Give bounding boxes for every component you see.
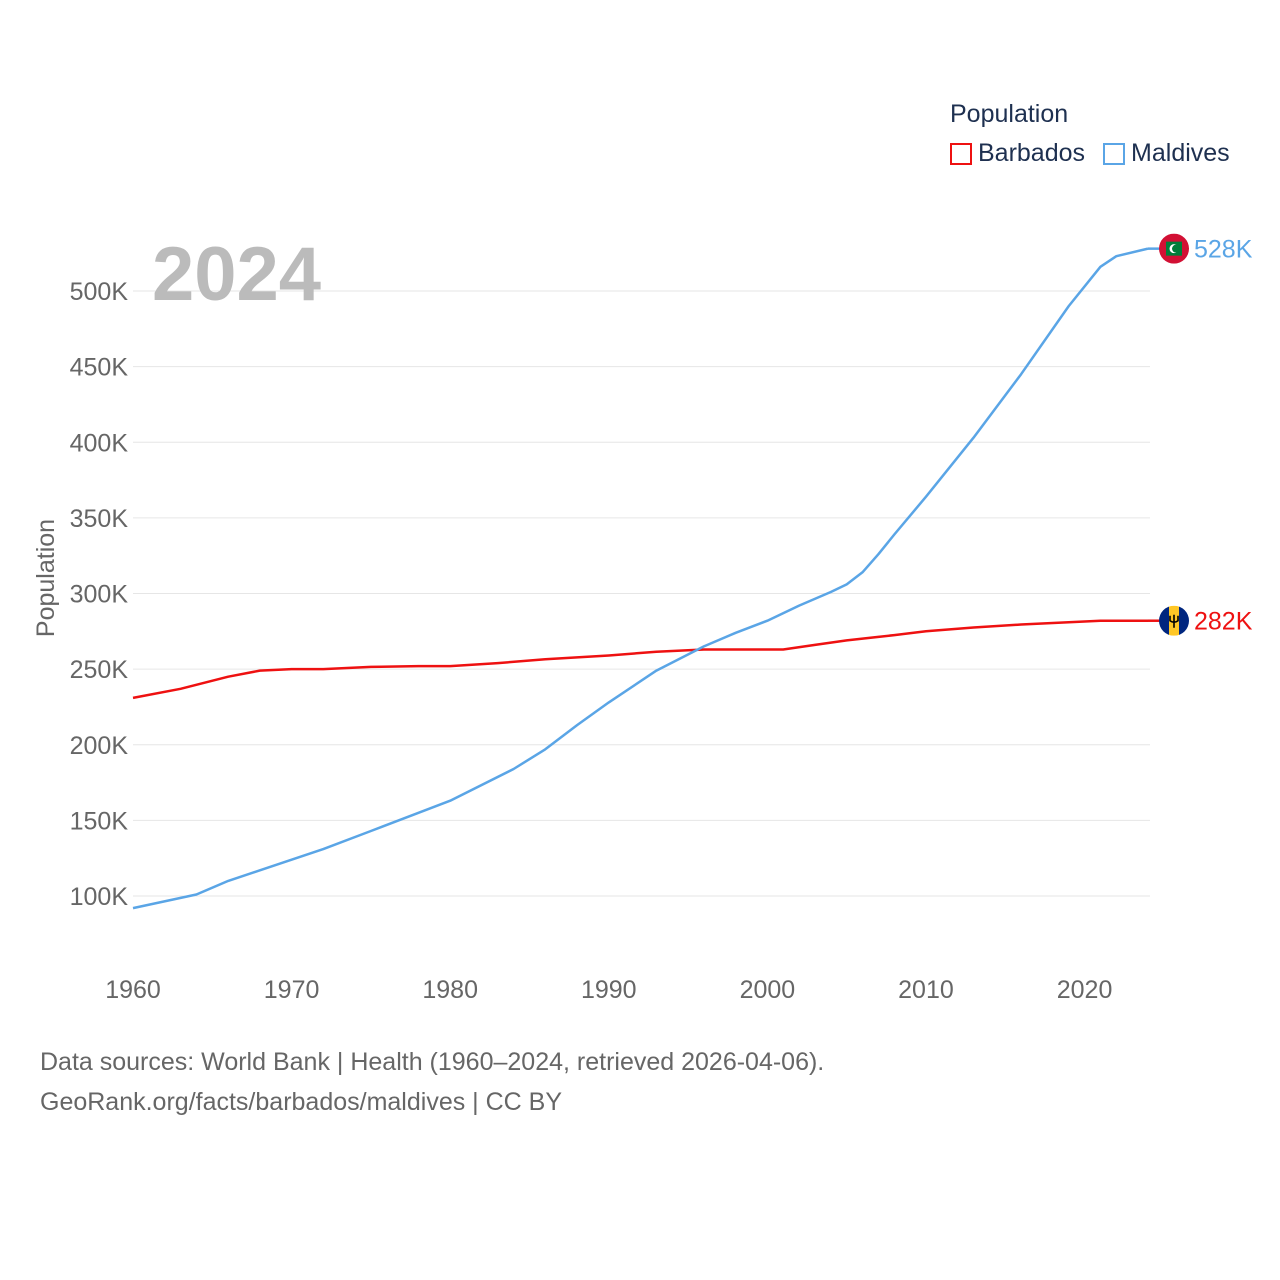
y-tick-label: 450K xyxy=(70,354,129,382)
legend-swatch-maldives xyxy=(1103,142,1126,165)
barbados-flag-icon xyxy=(1159,605,1189,636)
y-tick-label: 100K xyxy=(70,883,129,911)
y-tick-label: 350K xyxy=(70,505,129,533)
series-lines xyxy=(132,247,1149,910)
x-tick-label: 2010 xyxy=(898,976,954,1004)
source-url-text[interactable]: GeoRank.org/facts/barbados/maldives | CC… xyxy=(40,1088,563,1116)
y-axis-label: Population xyxy=(32,519,60,637)
legend-title: Population xyxy=(950,100,1069,128)
end-value-label-maldives: 528K xyxy=(1194,236,1253,264)
y-tick-label: 500K xyxy=(70,278,129,306)
x-tick-label: 1990 xyxy=(581,976,637,1004)
series-line-barbados xyxy=(132,619,1148,700)
x-axis-ticks: 1960 1970 1980 1990 2000 2010 2020 xyxy=(105,976,1112,1004)
maldives-flag-icon xyxy=(1159,233,1189,264)
legend-label-maldives: Maldives xyxy=(1131,139,1230,167)
x-tick-label: 1960 xyxy=(105,976,161,1004)
x-tick-label: 2000 xyxy=(740,976,796,1004)
legend-label-barbados: Barbados xyxy=(978,139,1086,167)
x-tick-label: 1980 xyxy=(422,976,478,1004)
y-tick-label: 200K xyxy=(70,732,129,760)
legend-item-barbados[interactable]: Barbados xyxy=(950,139,1085,168)
grid-lines xyxy=(133,290,1150,897)
legend-swatch-barbados xyxy=(950,142,972,165)
y-tick-label: 150K xyxy=(70,807,129,835)
current-year-label: 2024 xyxy=(152,232,321,317)
x-tick-label: 2020 xyxy=(1057,976,1113,1004)
y-tick-label: 250K xyxy=(70,656,129,684)
x-tick-label: 1970 xyxy=(264,976,320,1004)
y-tick-label: 400K xyxy=(70,429,129,457)
series-end-markers: 282K 528K xyxy=(1148,233,1253,636)
y-axis-ticks: 100K 150K 200K 250K 300K 350K 400K 450K 500K xyxy=(70,278,129,911)
series-line-maldives xyxy=(132,247,1149,910)
footer: Data sources: World Bank | Health (1960–… xyxy=(40,1042,824,1122)
legend-item-maldives[interactable]: Maldives xyxy=(1103,139,1230,168)
y-tick-label: 300K xyxy=(70,581,129,609)
data-source-text: Data sources: World Bank | Health (1960–… xyxy=(40,1048,825,1076)
legend: Population Barbados Maldives xyxy=(950,100,1248,168)
end-value-label-barbados: 282K xyxy=(1194,608,1253,636)
